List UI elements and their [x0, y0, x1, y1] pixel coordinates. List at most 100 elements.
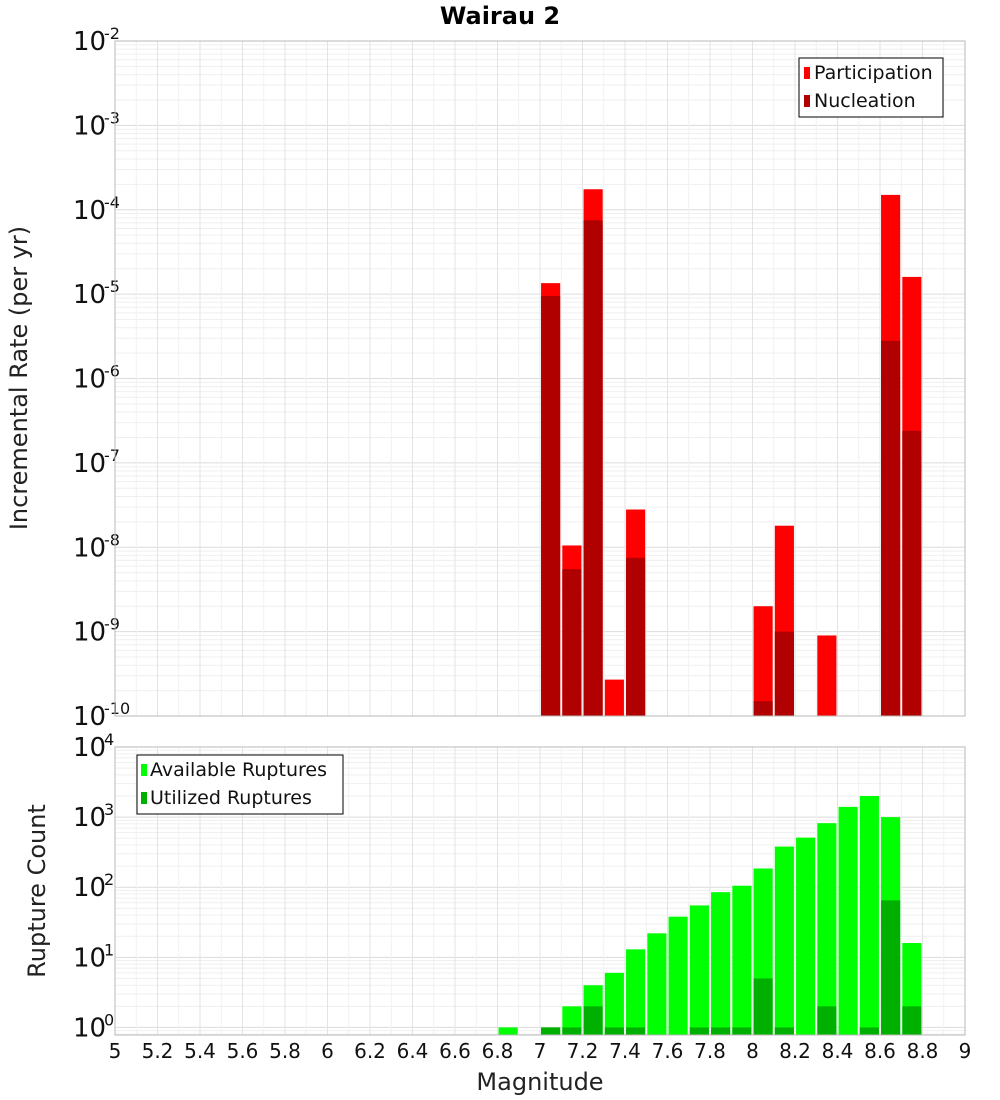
- x-tick-label: 8.4: [822, 1039, 854, 1063]
- y-tick-exponent: -8: [104, 530, 120, 549]
- y-tick-label: 10: [73, 533, 106, 563]
- y-tick-exponent: -2: [104, 24, 120, 43]
- x-tick-label: 6.6: [439, 1039, 471, 1063]
- bottom-bar-utilized-ruptures: [774, 1027, 794, 1035]
- y-tick-label: 10: [73, 280, 106, 310]
- bottom-y-axis-label: Rupture Count: [23, 804, 51, 978]
- bottom-plot-border: [114, 746, 966, 1036]
- x-tick-label: 6.8: [482, 1039, 514, 1063]
- y-tick-exponent: -9: [104, 615, 120, 634]
- y-tick-label: 10: [73, 111, 106, 141]
- legend-swatch-utilized: [141, 792, 147, 804]
- bottom-bar-utilized-ruptures: [626, 1027, 646, 1035]
- y-tick-exponent: 2: [104, 870, 114, 889]
- top-plot-border: [114, 40, 966, 717]
- bottom-bar-available-ruptures: [796, 837, 816, 1035]
- y-tick-label: 10: [73, 702, 106, 732]
- y-tick-exponent: -4: [104, 193, 120, 212]
- bottom-bar-utilized-ruptures: [583, 1006, 603, 1035]
- y-tick-exponent: 4: [104, 730, 114, 749]
- bottom-bar-available-ruptures: [647, 933, 667, 1035]
- y-tick-exponent: -7: [104, 446, 120, 465]
- top-y-ticks: 10-210-310-410-510-610-710-810-910-10: [73, 24, 130, 732]
- legend-swatch-participation: [804, 67, 810, 79]
- top-bar-nucleation: [753, 701, 773, 716]
- y-tick-label: 10: [73, 873, 106, 903]
- y-tick-exponent: 3: [104, 800, 114, 819]
- top-chart-panel: 10-210-310-410-510-610-710-810-910-10 In…: [5, 24, 966, 732]
- x-tick-label: 5: [109, 1039, 122, 1063]
- x-tick-label: 5.4: [184, 1039, 216, 1063]
- y-tick-label: 10: [73, 733, 106, 763]
- bottom-bar-available-ruptures: [817, 823, 837, 1035]
- x-tick-label: 5.6: [227, 1039, 259, 1063]
- top-bar-nucleation: [774, 631, 794, 716]
- top-bar-nucleation: [583, 220, 603, 717]
- bottom-bar-available-ruptures: [498, 1027, 518, 1035]
- legend-label-nucleation: Nucleation: [814, 90, 916, 112]
- x-axis-label: Magnitude: [476, 1068, 603, 1096]
- bottom-bar-utilized-ruptures: [541, 1027, 561, 1035]
- top-bar-nucleation: [626, 557, 646, 716]
- y-tick-exponent: -6: [104, 362, 120, 381]
- y-tick-label: 10: [73, 365, 106, 395]
- bottom-bar-utilized-ruptures: [562, 1027, 582, 1035]
- chart-title: Wairau 2: [440, 2, 560, 30]
- top-legend: Participation Nucleation: [798, 57, 944, 118]
- y-tick-exponent: -5: [104, 277, 120, 296]
- x-tick-label: 6.2: [354, 1039, 386, 1063]
- bottom-bar-available-ruptures: [732, 885, 752, 1035]
- legend-label-available: Available Ruptures: [150, 759, 327, 781]
- top-bar-nucleation: [562, 569, 582, 716]
- bottom-bar-available-ruptures: [689, 905, 709, 1035]
- bottom-bar-available-ruptures: [774, 846, 794, 1035]
- top-bar-nucleation: [541, 296, 561, 716]
- legend-swatch-available: [141, 764, 147, 776]
- bottom-bar-available-ruptures: [626, 949, 646, 1035]
- y-tick-label: 10: [73, 1013, 106, 1043]
- bottom-bar-utilized-ruptures: [604, 1027, 624, 1035]
- y-tick-label: 10: [73, 803, 106, 833]
- top-bars: [541, 189, 922, 717]
- x-tick-label: 5.8: [269, 1039, 301, 1063]
- bottom-bar-available-ruptures: [604, 972, 624, 1035]
- top-y-axis-label: Incremental Rate (per yr): [5, 226, 33, 530]
- x-tick-label: 7: [534, 1039, 547, 1063]
- y-tick-label: 10: [73, 943, 106, 973]
- bottom-bar-available-ruptures: [668, 916, 688, 1035]
- top-bar-participation: [604, 679, 624, 716]
- x-tick-label: 7.2: [567, 1039, 599, 1063]
- bottom-bars: [498, 796, 922, 1035]
- y-tick-label: 10: [73, 449, 106, 479]
- y-tick-exponent: -10: [104, 699, 130, 718]
- x-tick-label: 7.4: [609, 1039, 641, 1063]
- legend-swatch-nucleation: [804, 95, 810, 107]
- x-tick-label: 8.6: [864, 1039, 896, 1063]
- x-ticks: 5 5.2 5.4 5.6 5.8 6 6.2 6.4 6.6 6.8 7 7.2 7.4 7.6 7.8 8…: [109, 1039, 972, 1063]
- bottom-bar-utilized-ruptures: [859, 1027, 879, 1035]
- bottom-bar-available-ruptures: [859, 796, 879, 1035]
- top-bar-nucleation: [881, 340, 901, 716]
- top-bar-participation: [817, 635, 837, 716]
- bottom-bar-utilized-ruptures: [753, 978, 773, 1035]
- bottom-bar-utilized-ruptures: [817, 1006, 837, 1035]
- x-tick-label: 7.6: [652, 1039, 684, 1063]
- legend-label-utilized: Utilized Ruptures: [150, 787, 312, 809]
- x-tick-label: 9: [959, 1039, 972, 1063]
- x-tick-label: 5.2: [142, 1039, 174, 1063]
- x-tick-label: 6: [321, 1039, 334, 1063]
- y-tick-label: 10: [73, 618, 106, 648]
- y-tick-exponent: 1: [104, 940, 114, 959]
- x-tick-label: 8.8: [907, 1039, 939, 1063]
- y-tick-exponent: 0: [104, 1010, 114, 1029]
- top-grid: [115, 40, 965, 717]
- y-tick-exponent: -3: [104, 108, 120, 127]
- legend-label-participation: Participation: [814, 62, 933, 84]
- bottom-bar-utilized-ruptures: [732, 1027, 752, 1035]
- x-tick-label: 6.4: [397, 1039, 429, 1063]
- bottom-bar-utilized-ruptures: [711, 1027, 731, 1035]
- bottom-bar-available-ruptures: [711, 892, 731, 1035]
